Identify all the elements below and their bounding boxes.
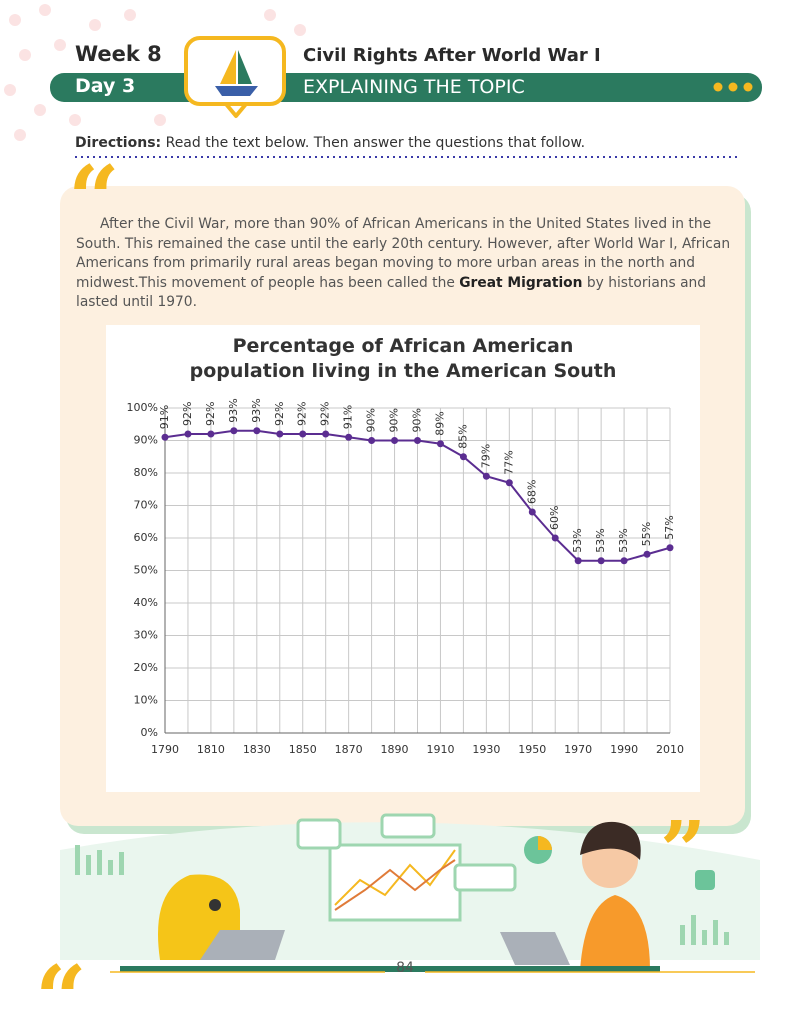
data-point <box>161 433 169 441</box>
data-point <box>597 557 605 565</box>
data-label: 92% <box>319 402 332 426</box>
data-point <box>551 534 559 542</box>
data-label: 90% <box>388 408 401 432</box>
svg-text:“: “ <box>68 146 120 252</box>
data-point <box>391 437 399 444</box>
data-label: 53% <box>594 528 607 552</box>
data-label: 53% <box>571 528 584 552</box>
data-point <box>574 557 582 565</box>
data-point <box>299 430 307 438</box>
directions-text: Read the text below. Then answer the que… <box>165 135 586 151</box>
x-tick-label: 2010 <box>656 743 684 756</box>
data-label: 93% <box>250 398 263 422</box>
data-point <box>184 430 192 438</box>
data-label: 77% <box>502 450 515 474</box>
y-tick-label: 70% <box>134 499 158 512</box>
y-tick-label: 100% <box>127 401 158 414</box>
data-label: 89% <box>433 411 446 435</box>
data-point <box>459 453 467 461</box>
data-label: 92% <box>204 402 217 426</box>
data-point <box>482 472 490 480</box>
passage-text: by historians and lasted until 1970. <box>76 274 707 311</box>
data-label: 92% <box>181 402 194 426</box>
data-point <box>207 430 215 438</box>
data-label: 93% <box>227 398 240 422</box>
data-point <box>345 433 353 441</box>
passage-text: After the Civil War, more than 90% of Af… <box>76 216 731 291</box>
data-label: 85% <box>456 424 469 448</box>
x-tick-label: 1950 <box>518 743 546 756</box>
x-tick-label: 1790 <box>151 743 179 756</box>
data-label: 90% <box>365 408 378 432</box>
data-point <box>620 557 628 565</box>
y-tick-label: 50% <box>134 564 158 577</box>
data-label: 92% <box>273 402 286 426</box>
y-tick-label: 20% <box>134 661 158 674</box>
lesson-title: Civil Rights After World War I <box>303 45 601 66</box>
chart-title: Percentage of African American populatio… <box>189 335 617 382</box>
x-tick-label: 1830 <box>243 743 271 756</box>
data-point <box>436 440 444 448</box>
passage-bold: Great Migration <box>459 274 583 291</box>
data-point <box>368 437 376 444</box>
y-tick-label: 90% <box>134 434 158 447</box>
data-label: 68% <box>525 480 538 504</box>
data-point <box>414 437 421 444</box>
x-tick-label: 1990 <box>610 743 638 756</box>
x-tick-label: 1870 <box>335 743 363 756</box>
y-tick-label: 80% <box>134 466 158 479</box>
data-label: 91% <box>342 405 355 429</box>
chart: 0% 10% 20% 30% 40% 50% 60% 70% 80% 90% 100% 1790 181… <box>127 398 684 756</box>
page-number: 84 <box>396 960 414 976</box>
data-point <box>253 427 261 435</box>
directions-label: Directions: <box>75 135 162 151</box>
x-tick-label: 1810 <box>197 743 225 756</box>
lesson-subtitle: EXPLAINING THE TOPIC <box>303 76 525 98</box>
data-point <box>666 544 674 552</box>
y-tick-label: 0% <box>141 726 158 739</box>
data-point <box>322 430 330 438</box>
data-label: 92% <box>296 402 309 426</box>
data-label: 53% <box>617 528 630 552</box>
y-tick-label: 60% <box>134 531 158 544</box>
y-tick-label: 10% <box>134 694 158 707</box>
data-point <box>276 430 284 438</box>
data-label: 57% <box>663 515 676 539</box>
x-tick-label: 1930 <box>472 743 500 756</box>
x-tick-label: 1970 <box>564 743 592 756</box>
data-point <box>643 550 651 558</box>
y-tick-label: 40% <box>134 596 158 609</box>
data-label: 55% <box>640 522 653 546</box>
data-point <box>505 479 513 487</box>
data-label: 91% <box>158 405 171 429</box>
data-label: 60% <box>548 506 561 530</box>
x-tick-label: 1890 <box>381 743 409 756</box>
y-tick-label: 30% <box>134 629 158 642</box>
x-tick-label: 1850 <box>289 743 317 756</box>
passage: After the Civil War, more than 90% of Af… <box>76 215 736 313</box>
data-point <box>230 427 238 435</box>
directions: Directions: Read the text below. Then an… <box>75 135 585 151</box>
data-label: 90% <box>411 408 424 432</box>
data-point <box>528 508 536 516</box>
week: Week 8 <box>75 42 162 66</box>
x-tick-label: 1910 <box>426 743 454 756</box>
day: Day 3 <box>75 75 136 97</box>
data-label: 79% <box>479 444 492 468</box>
svg-text:“: “ <box>35 946 87 1020</box>
